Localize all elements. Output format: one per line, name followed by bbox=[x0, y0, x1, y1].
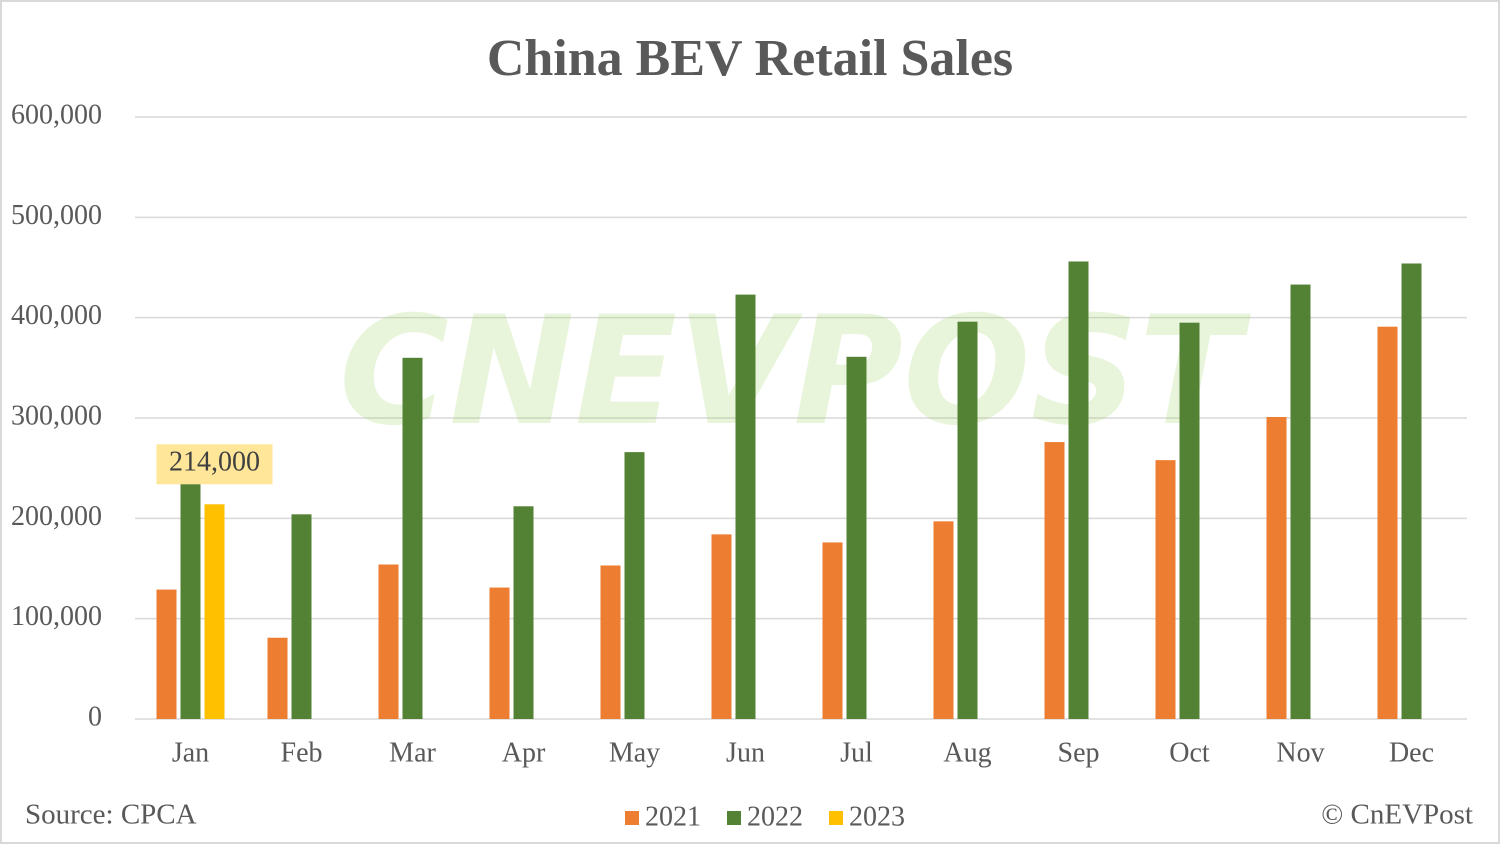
x-tick-label: May bbox=[609, 737, 660, 768]
bar bbox=[1044, 442, 1065, 719]
bar bbox=[1068, 261, 1089, 719]
bar bbox=[735, 294, 756, 719]
legend-swatch bbox=[829, 811, 843, 825]
x-tick-label: Jul bbox=[840, 737, 873, 768]
bar bbox=[513, 506, 534, 719]
legend-label: 2022 bbox=[747, 801, 803, 832]
legend-label: 2021 bbox=[645, 801, 701, 832]
bar bbox=[1377, 326, 1398, 719]
x-tick-label: Dec bbox=[1389, 737, 1434, 768]
y-tick-label: 500,000 bbox=[11, 200, 102, 231]
x-tick-label: Jun bbox=[726, 737, 765, 768]
source-note: Source: CPCA bbox=[25, 799, 197, 831]
x-tick-label: Aug bbox=[943, 737, 991, 768]
data-label: 214,000 bbox=[169, 447, 260, 478]
bar bbox=[402, 357, 423, 719]
y-tick-label: 300,000 bbox=[11, 400, 102, 431]
bar bbox=[600, 565, 621, 719]
bar bbox=[1179, 322, 1200, 719]
bar bbox=[933, 521, 954, 719]
y-tick-label: 0 bbox=[88, 701, 102, 732]
legend-label: 2023 bbox=[849, 801, 905, 832]
y-tick-label: 100,000 bbox=[11, 601, 102, 632]
x-tick-label: Feb bbox=[281, 737, 323, 768]
bar bbox=[846, 356, 867, 719]
bar bbox=[291, 514, 312, 719]
y-tick-label: 600,000 bbox=[11, 99, 102, 130]
watermark: CNEVPOST bbox=[339, 285, 1252, 459]
x-tick-label: Apr bbox=[502, 737, 546, 768]
x-tick-label: Sep bbox=[1058, 737, 1100, 768]
x-tick-label: Oct bbox=[1169, 737, 1210, 768]
credit-note: © CnEVPost bbox=[1321, 799, 1473, 831]
bar bbox=[711, 534, 732, 719]
bar bbox=[180, 451, 201, 719]
bar bbox=[267, 637, 288, 719]
y-tick-label: 400,000 bbox=[11, 300, 102, 331]
bar bbox=[1266, 416, 1287, 719]
bar bbox=[957, 321, 978, 719]
bar bbox=[156, 589, 177, 719]
x-tick-label: Nov bbox=[1276, 737, 1324, 768]
y-tick-label: 200,000 bbox=[11, 501, 102, 532]
chart-title: China BEV Retail Sales bbox=[487, 30, 1013, 87]
bar bbox=[1155, 460, 1176, 719]
bar bbox=[1401, 263, 1422, 719]
bar bbox=[1290, 284, 1311, 719]
bar bbox=[489, 587, 510, 719]
x-tick-label: Jan bbox=[172, 737, 209, 768]
bar bbox=[204, 504, 225, 719]
bar bbox=[378, 564, 399, 719]
legend-swatch bbox=[625, 811, 639, 825]
data-label-box bbox=[156, 444, 273, 485]
bar bbox=[624, 452, 645, 719]
bar bbox=[822, 542, 843, 719]
legend-swatch bbox=[727, 811, 741, 825]
x-tick-label: Mar bbox=[389, 737, 436, 768]
